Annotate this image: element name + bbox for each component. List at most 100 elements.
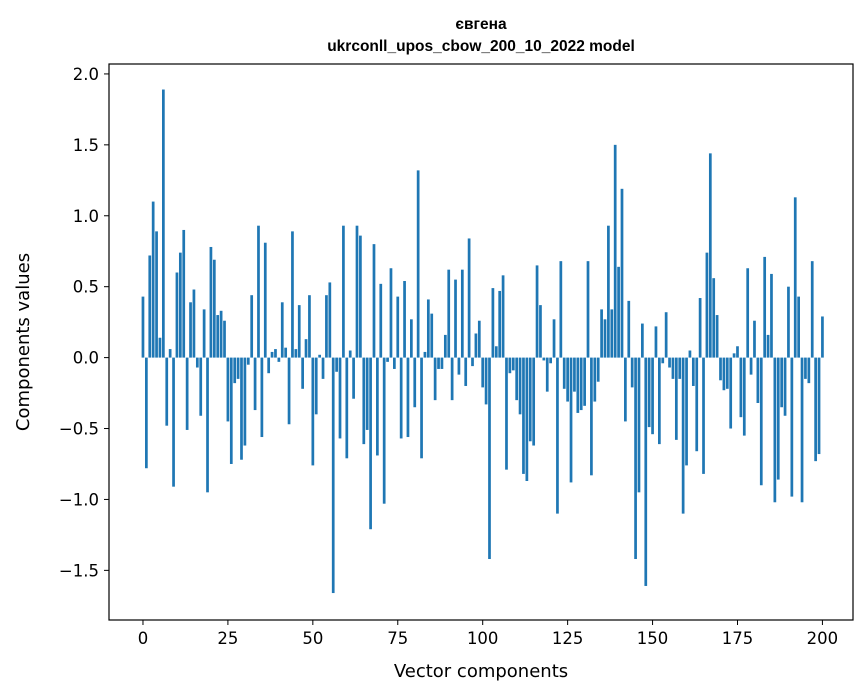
bar bbox=[610, 309, 614, 358]
bar bbox=[787, 286, 790, 358]
bar bbox=[291, 231, 294, 358]
bar bbox=[471, 357, 474, 367]
bar bbox=[590, 357, 593, 476]
bar bbox=[209, 246, 213, 358]
bar bbox=[508, 357, 512, 374]
bar bbox=[342, 225, 345, 358]
bar bbox=[219, 310, 223, 358]
bar bbox=[681, 357, 685, 514]
bar bbox=[515, 357, 519, 401]
bar bbox=[223, 320, 226, 358]
x-tick-label: 100 bbox=[467, 629, 499, 648]
x-tick-label: 0 bbox=[138, 629, 149, 648]
bar bbox=[399, 357, 403, 439]
bar bbox=[403, 281, 406, 358]
bar bbox=[658, 357, 661, 445]
bar bbox=[426, 299, 430, 358]
bar bbox=[382, 357, 386, 504]
bar bbox=[651, 357, 654, 435]
bar bbox=[535, 265, 539, 358]
bar bbox=[175, 272, 179, 358]
x-axis-ticks: 0 25 50 75 100 125 150 175 200 bbox=[138, 620, 838, 648]
bar bbox=[783, 357, 787, 416]
bar bbox=[664, 312, 668, 358]
bar bbox=[257, 225, 260, 358]
bar bbox=[525, 357, 529, 481]
bar bbox=[372, 244, 376, 358]
bar bbox=[457, 357, 461, 375]
bar bbox=[447, 269, 451, 358]
bar bbox=[467, 238, 471, 358]
bar bbox=[620, 188, 624, 358]
bar bbox=[566, 357, 569, 402]
bar bbox=[189, 302, 192, 358]
bar bbox=[766, 334, 770, 358]
bar bbox=[790, 357, 794, 497]
bar bbox=[162, 89, 165, 358]
bar bbox=[430, 313, 434, 358]
bar bbox=[270, 351, 274, 358]
bar bbox=[454, 279, 457, 358]
bar bbox=[460, 269, 464, 358]
chart-title: євгена bbox=[455, 16, 507, 33]
bar bbox=[637, 357, 641, 493]
x-tick-label: 50 bbox=[302, 629, 323, 648]
bar bbox=[780, 357, 784, 408]
bar bbox=[773, 357, 777, 503]
bar bbox=[494, 346, 498, 358]
bar bbox=[386, 357, 389, 362]
bar bbox=[552, 319, 556, 358]
y-tick-label: 1.5 bbox=[73, 136, 99, 155]
x-tick-label: 175 bbox=[722, 629, 754, 648]
y-tick-label: −1.0 bbox=[59, 490, 99, 509]
bar bbox=[440, 357, 444, 369]
bar bbox=[644, 357, 648, 586]
bar bbox=[807, 357, 811, 384]
bar bbox=[314, 357, 318, 415]
bar bbox=[284, 347, 288, 358]
bar bbox=[376, 357, 379, 456]
bar bbox=[739, 357, 743, 418]
bar bbox=[212, 259, 216, 358]
bar bbox=[576, 357, 580, 413]
bar bbox=[488, 357, 491, 560]
bar bbox=[359, 235, 362, 358]
bar bbox=[362, 357, 366, 445]
bar bbox=[793, 197, 797, 358]
bar bbox=[705, 252, 709, 358]
bar bbox=[325, 295, 328, 358]
bar bbox=[348, 350, 352, 358]
bar bbox=[484, 357, 488, 405]
bar bbox=[195, 357, 199, 368]
bar bbox=[423, 351, 427, 358]
y-tick-label: 0.0 bbox=[73, 349, 99, 368]
y-tick-label: 2.0 bbox=[73, 65, 99, 84]
bar bbox=[199, 357, 203, 416]
bar bbox=[365, 357, 369, 430]
bar bbox=[749, 357, 753, 375]
bar bbox=[742, 357, 746, 436]
x-tick-label: 150 bbox=[637, 629, 669, 648]
bar bbox=[698, 298, 702, 358]
bar bbox=[433, 357, 437, 401]
bar bbox=[562, 357, 566, 389]
bar bbox=[413, 357, 417, 408]
bar bbox=[569, 357, 573, 483]
bar bbox=[641, 323, 644, 358]
y-axis-label: Components values bbox=[13, 253, 34, 431]
bar bbox=[352, 357, 355, 399]
chart-subtitle: ukrconll_upos_cbow_200_10_2022 model bbox=[327, 38, 635, 55]
bar bbox=[674, 357, 678, 440]
bar bbox=[416, 170, 420, 358]
bar bbox=[165, 357, 169, 426]
bar bbox=[607, 225, 610, 358]
y-tick-label: 1.0 bbox=[73, 207, 99, 226]
bar bbox=[158, 337, 162, 358]
bar bbox=[583, 357, 586, 406]
bar bbox=[178, 252, 182, 358]
bar bbox=[579, 357, 583, 411]
bar bbox=[600, 309, 603, 358]
bar bbox=[593, 357, 597, 402]
bar bbox=[654, 326, 658, 358]
